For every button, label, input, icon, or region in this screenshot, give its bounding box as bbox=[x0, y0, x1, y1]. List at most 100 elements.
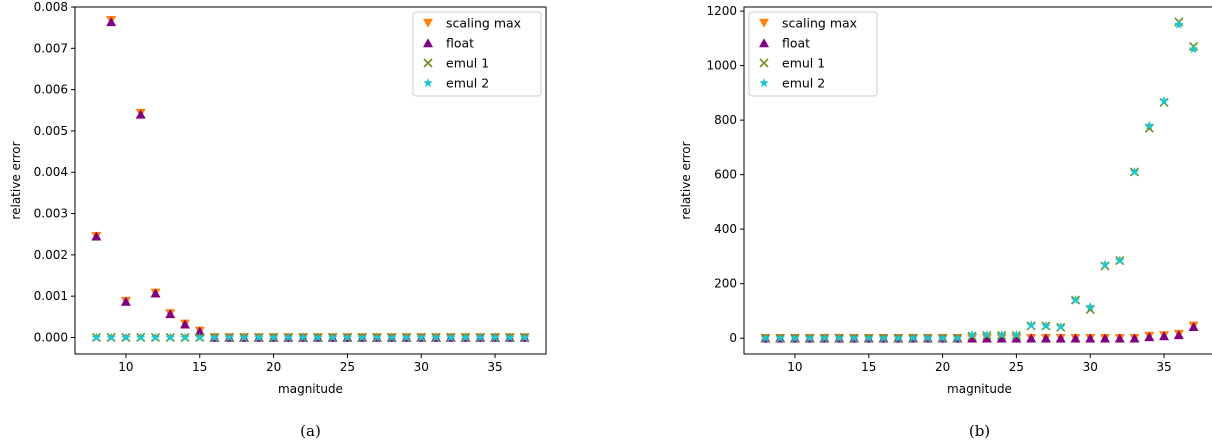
point-emul-2-a bbox=[209, 332, 220, 342]
x-tick-label: 25 bbox=[340, 360, 355, 374]
point-emul-2-a bbox=[401, 332, 412, 342]
y-tick-label: 0.002 bbox=[34, 248, 68, 262]
point-emul-2-a bbox=[239, 332, 249, 342]
point-emul-2-a bbox=[416, 332, 426, 342]
y-tick-label: 400 bbox=[714, 222, 737, 236]
legend-label-float: float bbox=[446, 36, 474, 51]
legend-marker-emul-2 bbox=[759, 78, 769, 88]
point-emul-2-a bbox=[121, 332, 131, 342]
y-tick-label: 0.006 bbox=[34, 83, 68, 97]
point-emul-2-a bbox=[372, 332, 382, 342]
point-emul-2-b bbox=[1115, 255, 1125, 265]
legend-b: scaling max float emul 1 emul 2 bbox=[748, 11, 878, 97]
chart-panel-b: 10 15 20 25 30 35 0 200 400 600 800 1000 1200 magni… bbox=[679, 4, 1212, 440]
point-emul-2-b bbox=[908, 333, 918, 343]
point-emul-2-b bbox=[1129, 166, 1140, 176]
y-tick-label: 0.005 bbox=[34, 124, 68, 138]
x-tick-label: 15 bbox=[192, 360, 207, 374]
point-float-b bbox=[1129, 333, 1140, 343]
point-emul-2-a bbox=[446, 332, 456, 342]
point-emul-2-a bbox=[91, 332, 102, 342]
point-emul-2-a bbox=[342, 332, 353, 342]
y-tick-label: 1200 bbox=[706, 4, 737, 18]
legend-label-emul-2: emul 2 bbox=[446, 76, 489, 91]
legend-marker-emul-2 bbox=[423, 78, 433, 88]
y-tick-label: 200 bbox=[714, 277, 737, 291]
point-float-b bbox=[1040, 333, 1051, 343]
point-emul-2-a bbox=[254, 332, 264, 342]
x-tick-label: 10 bbox=[787, 360, 802, 374]
x-tick-label: 20 bbox=[935, 360, 950, 374]
point-emul-2-b bbox=[834, 333, 844, 343]
point-float-b bbox=[1026, 333, 1037, 343]
point-emul-2-b bbox=[804, 333, 815, 343]
point-float-b bbox=[1055, 333, 1066, 343]
point-emul-2-a bbox=[135, 332, 146, 342]
point-float-a bbox=[91, 231, 102, 241]
point-emul-2-a bbox=[327, 332, 338, 342]
x-axis-b: 10 15 20 25 30 35 bbox=[787, 354, 1172, 374]
point-emul-2-a bbox=[386, 332, 397, 342]
y-tick-label: 0 bbox=[729, 331, 737, 345]
point-emul-2-a bbox=[165, 332, 175, 342]
point-emul-2-a bbox=[357, 332, 367, 342]
legend-a: scaling max float emul 1 emul 2 bbox=[412, 11, 542, 97]
point-emul-2-a bbox=[150, 332, 161, 342]
point-emul-2-b bbox=[923, 333, 933, 343]
x-tick-label: 30 bbox=[414, 360, 429, 374]
y-tick-label: 0.003 bbox=[34, 207, 68, 221]
caption-a: (a) bbox=[300, 422, 321, 440]
point-emul-2-b bbox=[760, 333, 771, 343]
point-emul-2-a bbox=[431, 332, 441, 342]
point-emul-2-b bbox=[1159, 96, 1169, 106]
point-emul-2-a bbox=[106, 332, 116, 342]
point-emul-2-b bbox=[1055, 321, 1066, 331]
y-tick-label: 0.000 bbox=[34, 330, 68, 344]
y-tick-label: 1000 bbox=[706, 59, 737, 73]
point-emul-2-b bbox=[864, 333, 874, 343]
point-float-b bbox=[967, 333, 978, 343]
legend-marker-emul-1 bbox=[423, 58, 433, 68]
point-emul-2-b bbox=[1085, 301, 1095, 311]
point-float-a bbox=[106, 17, 117, 27]
x-tick-label: 10 bbox=[118, 360, 133, 374]
point-emul-2-b bbox=[893, 333, 904, 343]
legend-label-emul-1: emul 1 bbox=[782, 56, 825, 71]
x-tick-label: 25 bbox=[1009, 360, 1024, 374]
legend-marker-scaling-max bbox=[759, 18, 769, 28]
legend-marker-emul-1 bbox=[759, 58, 769, 68]
point-emul-2-a bbox=[268, 332, 279, 342]
point-emul-2-b bbox=[775, 333, 785, 343]
legend-box bbox=[412, 11, 542, 97]
point-emul-2-a bbox=[505, 332, 515, 342]
x-tick-label: 20 bbox=[266, 360, 281, 374]
y-tick-label: 800 bbox=[714, 113, 737, 127]
point-emul-2-b bbox=[1041, 320, 1051, 330]
point-emul-2-b bbox=[1144, 120, 1155, 130]
point-float-b bbox=[1173, 330, 1184, 340]
legend-label-emul-1: emul 1 bbox=[446, 56, 489, 71]
legend-marker-float bbox=[759, 38, 769, 48]
point-emul-2-a bbox=[475, 332, 486, 342]
legend-box bbox=[748, 11, 878, 97]
point-emul-2-a bbox=[298, 332, 308, 342]
legend-label-scaling-max: scaling max bbox=[782, 16, 857, 31]
point-float-b bbox=[981, 333, 992, 343]
x-tick-label: 30 bbox=[1083, 360, 1098, 374]
point-emul-2-b bbox=[819, 333, 830, 343]
point-emul-2-b bbox=[982, 329, 992, 339]
x-tick-label: 15 bbox=[861, 360, 876, 374]
x-tick-label: 35 bbox=[487, 360, 502, 374]
legend-label-scaling-max: scaling max bbox=[446, 16, 521, 31]
y-tick-label: 600 bbox=[714, 168, 737, 182]
legend-marker-float bbox=[423, 38, 433, 48]
point-emul-2-b bbox=[937, 333, 948, 343]
point-emul-2-b bbox=[1100, 259, 1110, 269]
plot-frame-b bbox=[743, 6, 1212, 355]
x-axis-a: 10 15 20 25 30 35 bbox=[118, 354, 503, 374]
x-tick-label: 35 bbox=[1156, 360, 1171, 374]
y-axis-label-a: relative error bbox=[9, 141, 23, 219]
point-float-b bbox=[1100, 333, 1111, 343]
point-emul-2-b bbox=[996, 329, 1007, 339]
point-emul-2-a bbox=[180, 332, 190, 342]
